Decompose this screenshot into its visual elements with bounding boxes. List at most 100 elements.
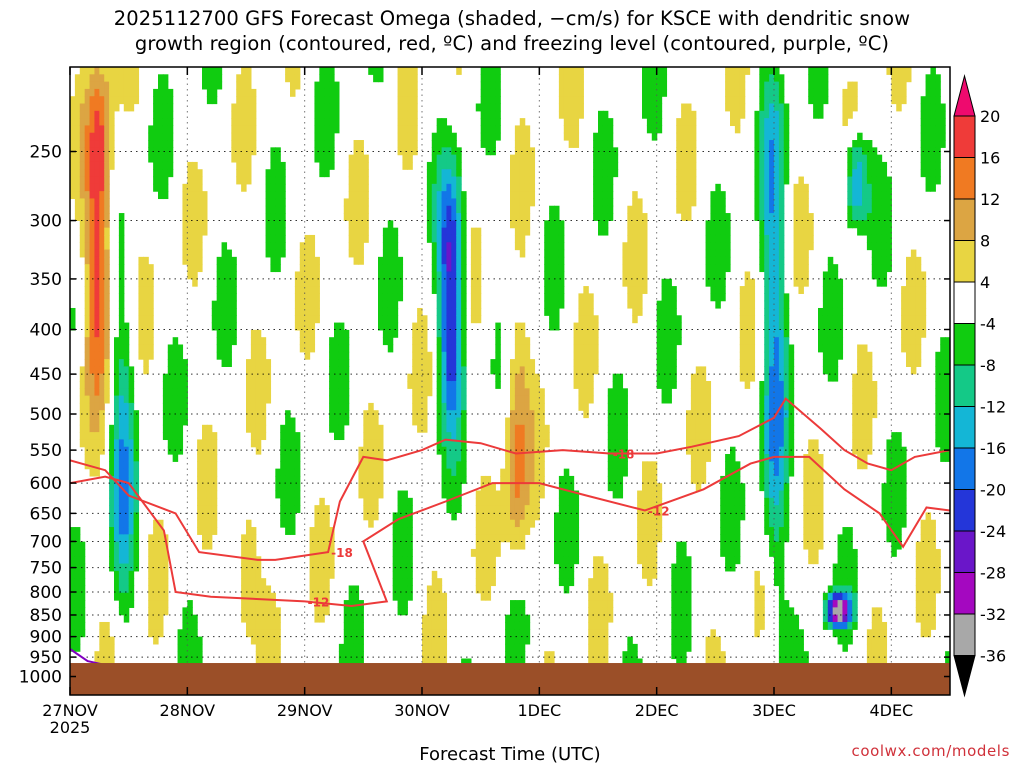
omega-cell: [74, 140, 81, 148]
omega-cell: [700, 381, 707, 389]
omega-cell: [422, 651, 428, 660]
omega-cell: [495, 103, 501, 112]
omega-cell: [182, 205, 188, 214]
omega-cell: [612, 432, 619, 441]
omega-cell: [725, 220, 731, 229]
omega-cell: [764, 96, 770, 105]
omega-cell: [290, 74, 296, 83]
omega-cell: [783, 461, 790, 470]
omega-cell: [510, 651, 516, 660]
omega-cell: [783, 344, 790, 353]
omega-cell: [89, 402, 96, 411]
omega-cell: [602, 154, 609, 163]
omega-cell: [118, 497, 125, 506]
omega-cell: [519, 359, 526, 367]
omega-cell: [441, 359, 448, 367]
omega-cell: [104, 125, 110, 134]
omega-cell: [177, 658, 184, 667]
omega-cell: [309, 585, 316, 594]
omega-cell: [118, 570, 125, 579]
omega-cell: [803, 468, 809, 477]
omega-cell: [837, 344, 844, 353]
omega-cell: [177, 432, 184, 441]
omega-cell: [769, 118, 775, 127]
omega-cell: [558, 110, 565, 119]
omega-cell: [348, 213, 355, 221]
omega-cell: [451, 461, 457, 470]
omega-cell: [842, 563, 848, 572]
omega-cell: [510, 614, 516, 623]
omega-cell: [764, 286, 770, 294]
omega-cell: [754, 570, 760, 579]
omega-cell: [250, 563, 257, 572]
omega-cell: [749, 315, 756, 324]
omega-cell: [827, 307, 834, 316]
omega-cell: [363, 183, 369, 192]
omega-cell: [109, 103, 115, 112]
omega-cell: [759, 103, 765, 112]
omega-cell: [89, 417, 96, 426]
omega-cell: [573, 490, 580, 499]
omega-cell: [456, 505, 462, 514]
omega-cell: [778, 154, 785, 163]
omega-cell: [172, 359, 179, 367]
omega-cell: [397, 256, 404, 265]
omega-cell: [842, 600, 848, 608]
omega-cell: [358, 475, 364, 484]
omega-cell: [783, 600, 790, 608]
omega-cell: [431, 242, 438, 251]
omega-cell: [348, 176, 355, 185]
omega-cell: [774, 483, 780, 492]
omega-cell: [89, 468, 96, 477]
omega-cell: [549, 220, 555, 229]
omega-cell: [221, 278, 228, 287]
omega-cell: [99, 366, 105, 375]
omega-cell: [104, 234, 110, 243]
omega-cell: [143, 337, 149, 346]
omega-cell: [734, 512, 741, 521]
omega-cell: [852, 161, 858, 170]
omega-cell: [441, 307, 448, 316]
omega-cell: [710, 658, 716, 667]
omega-cell: [720, 213, 726, 221]
omega-cell: [246, 600, 252, 608]
omega-cell: [632, 242, 638, 251]
omega-cell: [148, 278, 154, 287]
omega-cell: [783, 534, 790, 543]
omega-cell: [79, 366, 86, 375]
omega-cell: [275, 468, 281, 477]
omega-cell: [646, 512, 653, 521]
omega-cell: [133, 96, 140, 105]
omega-cell: [778, 373, 785, 382]
omega-cell: [431, 176, 438, 185]
omega-cell: [774, 227, 780, 236]
omega-cell: [221, 351, 228, 360]
omega-cell: [255, 395, 262, 404]
omega-cell: [74, 103, 81, 112]
omega-cell: [514, 490, 521, 499]
omega-cell: [705, 643, 712, 652]
omega-cell: [348, 161, 355, 170]
omega-cell: [700, 454, 707, 462]
omega-cell: [79, 234, 86, 243]
omega-cell: [808, 213, 814, 221]
omega-cell: [558, 96, 565, 105]
omega-cell: [578, 329, 584, 338]
omega-cell: [314, 563, 320, 572]
omega-cell: [754, 132, 760, 141]
omega-cell: [387, 307, 394, 316]
omega-cell: [167, 118, 174, 127]
omega-cell: [197, 527, 203, 535]
omega-cell: [441, 432, 448, 441]
omega-cell: [637, 256, 643, 265]
omega-cell: [148, 548, 154, 557]
omega-cell: [730, 96, 736, 105]
omega-cell: [646, 483, 653, 492]
omega-cell: [754, 213, 760, 221]
omega-cell: [774, 264, 780, 273]
omega-cell: [793, 256, 800, 265]
omega-cell: [329, 541, 335, 550]
omega-cell: [598, 118, 604, 127]
omega-cell: [84, 300, 91, 309]
omega-cell: [241, 534, 247, 543]
